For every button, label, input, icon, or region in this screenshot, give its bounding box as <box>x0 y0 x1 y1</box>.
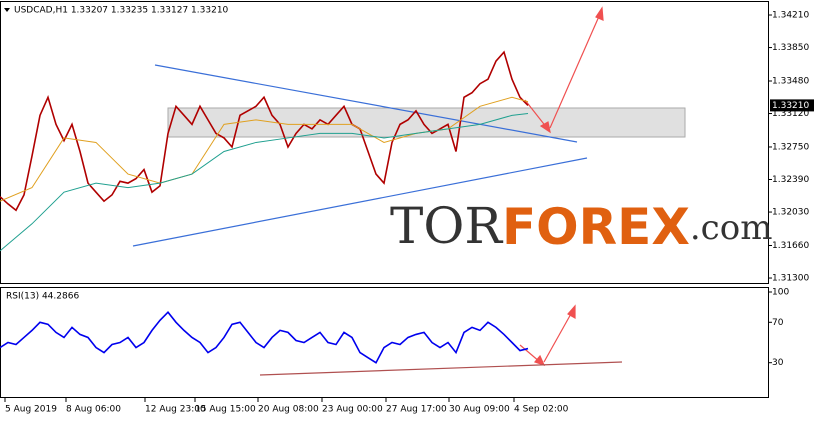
y-tick-label: 1.33850 <box>772 43 809 53</box>
series-line <box>0 113 529 252</box>
y-tick-label: 1.31300 <box>772 274 809 284</box>
y-tick-label: 1.32030 <box>772 208 809 218</box>
x-tick-label: 5 Aug 2019 <box>5 405 57 415</box>
x-tick-label: 8 Aug 06:00 <box>66 405 121 415</box>
y-tick-label: 1.33120 <box>772 109 809 119</box>
last-price-label: 1.33210 <box>772 101 809 111</box>
y-tick-label: 100 <box>772 288 789 298</box>
x-tick-label: 20 Aug 08:00 <box>258 405 319 415</box>
x-tick-label: 27 Aug 17:00 <box>386 405 447 415</box>
trend-line <box>132 157 588 247</box>
title-marker <box>4 8 10 12</box>
y-tick-label: 70 <box>772 318 784 328</box>
arrows <box>519 6 604 366</box>
rsi-panel <box>0 287 769 398</box>
price-panel <box>0 1 769 284</box>
y-tick-label: 1.32390 <box>772 175 809 185</box>
series-line <box>0 310 529 364</box>
x-tick-label: 30 Aug 09:00 <box>449 405 510 415</box>
trend-line <box>154 64 578 143</box>
rsi-title: RSI(13) 44.2866 <box>6 292 79 302</box>
y-tick-label: 30 <box>772 358 784 368</box>
y-tick-label: 1.33480 <box>772 76 809 86</box>
watermark-part: TOR <box>390 197 503 255</box>
y-tick-label: 1.32750 <box>772 142 809 152</box>
series-line <box>0 50 529 212</box>
x-tick-label: 4 Sep 02:00 <box>514 405 569 415</box>
y-tick-label: 1.31660 <box>772 241 809 251</box>
watermark-part: FOREX <box>502 198 690 256</box>
y-tick-label: 1.34210 <box>772 11 809 21</box>
x-tick-label: 12 Aug 23:00 <box>145 405 206 415</box>
series-line <box>0 96 529 202</box>
x-tick-label: 23 Aug 00:00 <box>322 405 383 415</box>
x-tick-label: 15 Aug 15:00 <box>195 405 256 415</box>
watermark-part: .com <box>690 208 773 248</box>
last-price-box <box>770 99 814 112</box>
watermark: TORFOREX.com <box>390 197 772 256</box>
chart-title: USDCAD,H1 1.33207 1.33235 1.33127 1.3321… <box>14 6 229 16</box>
rsi-trend-line <box>259 361 623 376</box>
